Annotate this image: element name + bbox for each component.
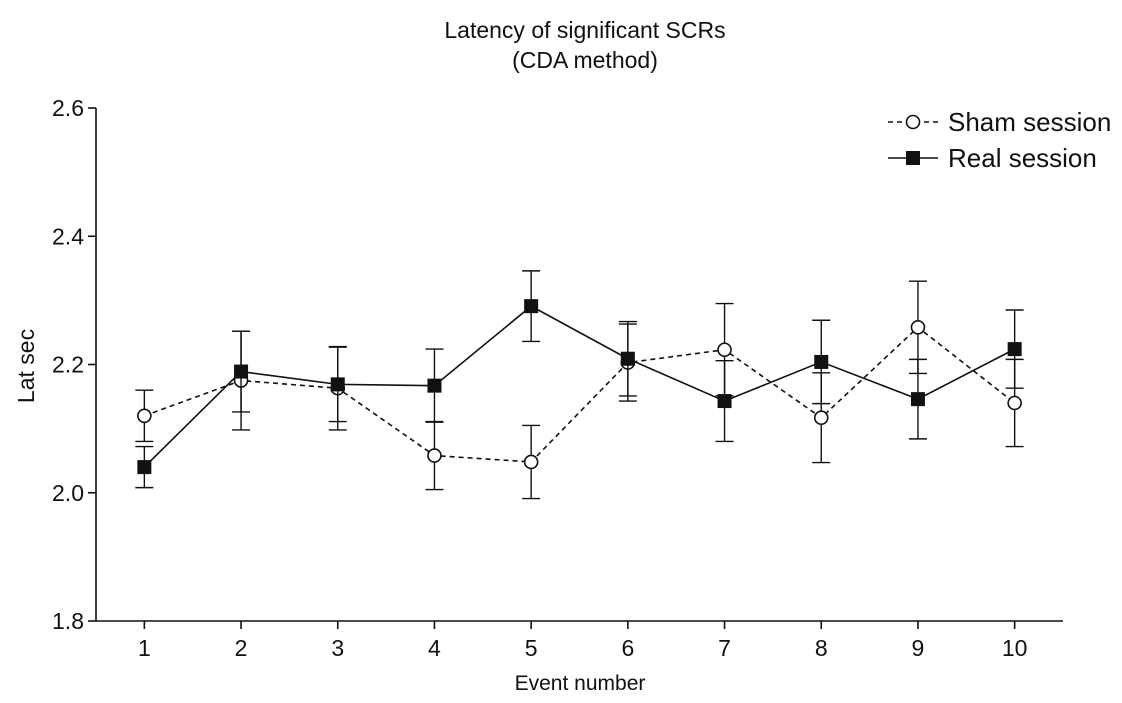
series-sham <box>135 280 1024 500</box>
y-tick-label: 2.6 <box>52 95 84 121</box>
data-point <box>234 364 249 379</box>
data-point <box>1007 395 1022 411</box>
data-point <box>717 394 732 409</box>
data-point <box>137 408 152 424</box>
x-axis-label: Event number <box>515 672 646 695</box>
x-tick-label: 2 <box>235 635 248 661</box>
series-real <box>135 270 1024 489</box>
data-point <box>427 448 442 463</box>
chart-title-line-2: (CDA method) <box>512 47 658 73</box>
data-point <box>813 410 829 426</box>
data-point <box>910 392 925 407</box>
x-tick-label: 7 <box>718 635 731 661</box>
data-point <box>814 354 829 369</box>
data-point <box>427 378 442 393</box>
data-point <box>620 351 635 366</box>
y-tick-label: 2.4 <box>52 223 84 249</box>
data-point <box>910 320 926 335</box>
y-tick-label: 2.2 <box>52 352 84 378</box>
y-tick-label: 2.0 <box>52 480 84 506</box>
x-tick-label: 4 <box>428 635 441 661</box>
plot-area <box>135 270 1024 500</box>
x-tick-label: 3 <box>331 635 344 661</box>
x-tick-label: 6 <box>621 635 634 661</box>
legend-item-real: Real session <box>888 143 1097 173</box>
data-point <box>524 299 539 314</box>
data-point <box>717 342 732 358</box>
legend: Sham session Real session <box>888 107 1111 173</box>
x-tick-label: 10 <box>1002 635 1028 661</box>
y-axis-label: Lat sec <box>13 329 39 403</box>
x-axis-ticks: 1 2 3 4 5 6 7 8 9 10 <box>138 621 1027 661</box>
x-tick-label: 9 <box>912 635 925 661</box>
series-line <box>144 326 1016 463</box>
legend-marker <box>905 114 921 130</box>
data-point <box>137 460 152 475</box>
x-tick-label: 8 <box>815 635 828 661</box>
legend-label: Real session <box>948 143 1097 173</box>
legend-item-sham: Sham session <box>888 107 1111 137</box>
x-tick-label: 1 <box>138 635 151 661</box>
series-line <box>143 305 1016 468</box>
data-point <box>523 454 539 470</box>
data-point <box>330 377 345 392</box>
legend-label: Sham session <box>948 107 1111 137</box>
data-point <box>1007 342 1022 357</box>
y-axis-ticks: 1.8 2.0 2.2 2.4 2.6 <box>52 95 96 634</box>
legend-marker <box>906 151 920 165</box>
chart-title-line-1: Latency of significant SCRs <box>444 17 725 43</box>
y-tick-label: 1.8 <box>52 608 84 634</box>
x-tick-label: 5 <box>525 635 538 661</box>
